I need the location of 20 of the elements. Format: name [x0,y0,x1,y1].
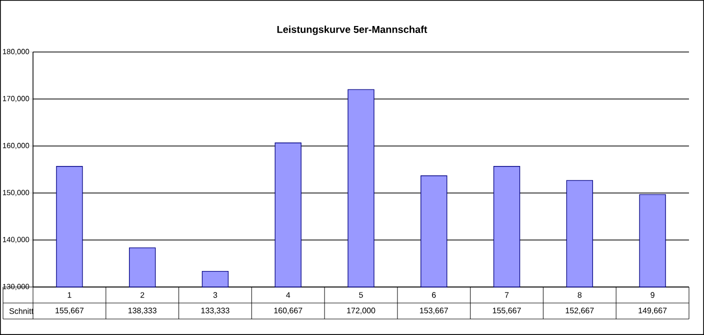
x-tick-label: 6 [432,292,436,298]
x-tick-label: 3 [213,292,218,298]
x-tick-label: 7 [504,292,509,298]
data-label: 153,667 [420,308,448,314]
x-tick-label: 9 [650,292,654,298]
x-tick-label: 8 [578,292,582,298]
data-label: 152,667 [566,308,594,314]
data-label: 155,667 [492,308,521,314]
x-tick-label: 4 [286,292,290,298]
x-tick-label: 5 [359,292,363,298]
data-label: 172,000 [347,308,376,314]
x-tick-label: 1 [68,292,72,298]
chart-title: Leistungskurve 5er-Mannschaft [277,26,428,35]
data-label: 160,667 [274,308,302,314]
x-tick-label: 2 [140,292,144,298]
data-label: 138,333 [128,308,156,314]
text: Schnitt [9,308,34,314]
data-label: 149,667 [638,308,667,314]
data-label: 133,333 [201,308,230,314]
data-label: 155,667 [56,308,84,314]
